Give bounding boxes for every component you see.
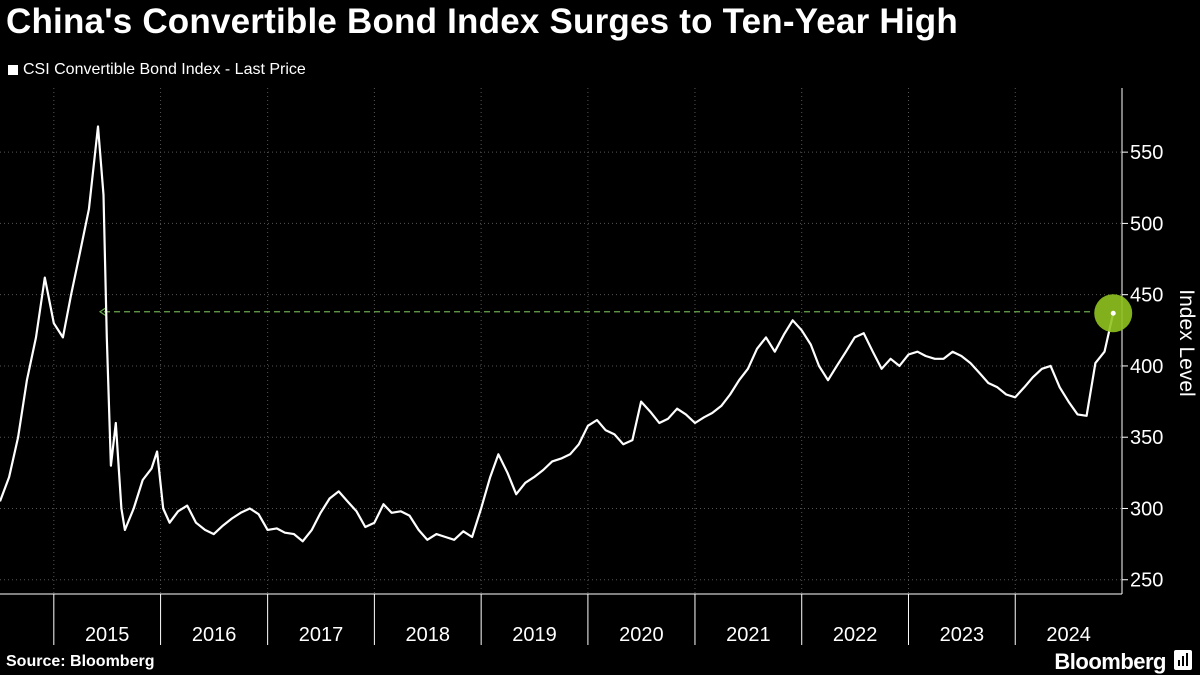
grid bbox=[0, 88, 1122, 594]
axes: 250 300 350 400 450 500 550 2015 2016 2017 2018 201… bbox=[0, 88, 1163, 646]
x-tick-label: 2019 bbox=[512, 624, 557, 646]
reference-line-layer bbox=[98, 307, 1090, 317]
x-tick-label: 2017 bbox=[299, 624, 344, 646]
x-tick-label: 2015 bbox=[85, 624, 130, 646]
x-tick-label: 2024 bbox=[1046, 624, 1091, 646]
y-tick-label: 250 bbox=[1130, 570, 1163, 592]
legend: CSI Convertible Bond Index - Last Price bbox=[8, 61, 306, 79]
x-tick-label: 2022 bbox=[833, 624, 878, 646]
y-tick-label: 550 bbox=[1130, 142, 1163, 164]
series-line-0 bbox=[0, 125, 1115, 543]
y-axis-label: Index Level bbox=[1175, 289, 1198, 396]
x-tick-label: 2021 bbox=[726, 624, 771, 646]
source-note: Source: Bloomberg bbox=[6, 653, 155, 670]
reference-arrowhead bbox=[98, 307, 107, 317]
y-tick-label: 300 bbox=[1130, 498, 1163, 520]
y-tick-label: 500 bbox=[1130, 213, 1163, 235]
chart-title: China's Convertible Bond Index Surges to… bbox=[6, 2, 958, 41]
y-tick-label: 400 bbox=[1130, 356, 1163, 378]
x-tick-label: 2023 bbox=[940, 624, 985, 646]
bloomberg-logo: Bloomberg bbox=[1054, 649, 1166, 674]
highlight-point-center bbox=[1110, 310, 1116, 316]
x-tick-label: 2016 bbox=[192, 624, 237, 646]
series-layer bbox=[0, 125, 1115, 543]
x-tick-label: 2018 bbox=[406, 624, 451, 646]
y-tick-label: 350 bbox=[1130, 427, 1163, 449]
legend-swatch bbox=[8, 65, 18, 75]
legend-label: CSI Convertible Bond Index - Last Price bbox=[23, 61, 306, 78]
x-tick-label: 2020 bbox=[619, 624, 664, 646]
annotation-layer bbox=[1094, 294, 1133, 333]
y-tick-label: 450 bbox=[1130, 285, 1163, 307]
bloomberg-chart-icon bbox=[1174, 650, 1192, 670]
